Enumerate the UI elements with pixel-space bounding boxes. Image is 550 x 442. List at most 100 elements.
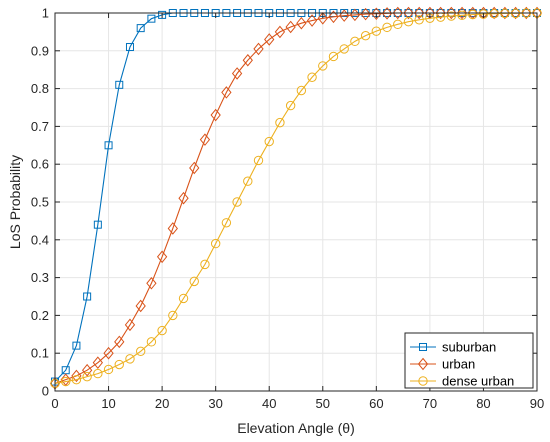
data-point-diamond xyxy=(285,20,296,34)
data-point-circle xyxy=(457,10,467,20)
data-point-diamond xyxy=(189,161,200,175)
data-point-diamond xyxy=(167,222,178,235)
data-point-circle xyxy=(168,310,178,321)
data-point-square xyxy=(93,220,102,229)
data-point-circle xyxy=(114,359,124,370)
data-point-circle xyxy=(275,117,285,128)
legend: suburban urban dense urban xyxy=(404,332,534,389)
data-point-diamond xyxy=(242,53,253,67)
data-point-diamond xyxy=(178,191,189,205)
data-point-circle xyxy=(82,371,92,382)
data-point-circle xyxy=(221,218,232,228)
data-point-circle xyxy=(125,354,135,364)
data-point-diamond xyxy=(71,369,82,383)
x-tick-label: 70 xyxy=(423,396,437,411)
data-point-circle xyxy=(414,15,424,25)
data-point-diamond xyxy=(81,363,93,377)
x-tick-label: 30 xyxy=(208,396,222,411)
y-tick-label: 0.5 xyxy=(31,195,49,210)
data-point-square xyxy=(136,24,145,33)
data-point-circle xyxy=(264,136,274,147)
data-point-circle xyxy=(403,16,414,27)
data-point-circle xyxy=(393,19,403,30)
y-tick-label: 0.2 xyxy=(31,308,49,323)
x-axis-label: Elevation Angle (θ) xyxy=(237,420,355,436)
data-point-square xyxy=(115,80,124,89)
data-point-diamond xyxy=(435,6,446,20)
data-point-diamond xyxy=(328,10,339,24)
data-point-diamond xyxy=(114,335,125,349)
data-point-circle xyxy=(135,346,146,357)
y-tick-label: 0.9 xyxy=(31,43,49,58)
data-point-circle xyxy=(200,259,210,270)
data-point-circle xyxy=(328,51,339,62)
series-line xyxy=(54,12,537,384)
data-point-circle xyxy=(71,374,82,385)
data-point-circle xyxy=(318,61,328,71)
x-tick-label: 0 xyxy=(51,396,58,411)
data-point-diamond xyxy=(403,6,414,20)
data-point-diamond xyxy=(231,67,243,80)
data-point-square xyxy=(104,141,113,150)
data-point-diamond xyxy=(210,108,221,122)
y-tick-label: 0.6 xyxy=(31,157,49,172)
series-dense-urban xyxy=(50,8,542,389)
data-point-square xyxy=(419,343,427,351)
data-point-diamond xyxy=(510,6,521,20)
y-tick-label: 0.8 xyxy=(31,81,49,96)
data-point-square xyxy=(83,292,92,301)
data-point-circle xyxy=(446,11,457,21)
data-point-diamond xyxy=(306,14,318,27)
y-tick-label: 0.4 xyxy=(31,232,49,247)
data-point-diamond xyxy=(103,346,114,360)
x-tick-label: 60 xyxy=(369,396,383,411)
data-point-circle xyxy=(350,36,360,47)
data-point-circle xyxy=(189,276,199,287)
data-point-circle xyxy=(93,368,103,379)
data-point-circle xyxy=(382,22,392,33)
data-point-diamond xyxy=(499,6,511,20)
data-point-circle xyxy=(103,364,114,375)
data-point-square xyxy=(147,14,156,23)
data-point-diamond xyxy=(264,33,275,46)
data-point-diamond xyxy=(417,357,429,371)
data-point-diamond xyxy=(92,356,103,369)
x-tick-label: 50 xyxy=(316,396,330,411)
data-point-circle xyxy=(307,72,317,82)
data-point-circle xyxy=(61,376,71,387)
data-point-diamond xyxy=(360,7,371,21)
legend-label: urban xyxy=(442,357,475,372)
data-point-diamond xyxy=(371,7,382,21)
data-point-circle xyxy=(296,85,307,96)
data-point-diamond xyxy=(60,373,71,386)
data-point-circle xyxy=(146,337,157,347)
data-point-diamond xyxy=(317,12,328,25)
data-point-diamond xyxy=(521,6,532,20)
data-point-diamond xyxy=(456,6,468,20)
legend-item: suburban xyxy=(410,340,496,355)
data-point-diamond xyxy=(135,299,146,313)
data-point-circle xyxy=(418,376,428,386)
data-point-circle xyxy=(339,44,349,54)
data-point-circle xyxy=(253,155,264,166)
data-point-circle xyxy=(210,238,221,249)
data-point-circle xyxy=(478,9,489,19)
data-point-square xyxy=(158,10,167,19)
y-axis-label: LoS Probability xyxy=(7,155,23,249)
x-tick-label: 10 xyxy=(101,396,115,411)
y-tick-label: 0 xyxy=(42,384,49,399)
data-point-diamond xyxy=(253,42,264,56)
y-tick-label: 0.3 xyxy=(31,270,49,285)
data-point-square xyxy=(72,341,81,350)
data-point-circle xyxy=(371,26,382,36)
data-point-diamond xyxy=(156,250,168,264)
data-point-diamond xyxy=(221,86,232,99)
data-point-circle xyxy=(360,30,371,41)
data-point-diamond xyxy=(414,6,425,20)
ticks: 0 10 20 30 40 50 60 70 80 90 0 0.1 0.2 0.3 0.4 0.5 0.6 0.… xyxy=(31,6,544,412)
legend-item: dense urban xyxy=(410,374,514,389)
data-point-square xyxy=(125,43,134,52)
data-point-diamond xyxy=(381,7,393,20)
data-point-diamond xyxy=(446,6,457,20)
data-point-diamond xyxy=(296,16,307,30)
